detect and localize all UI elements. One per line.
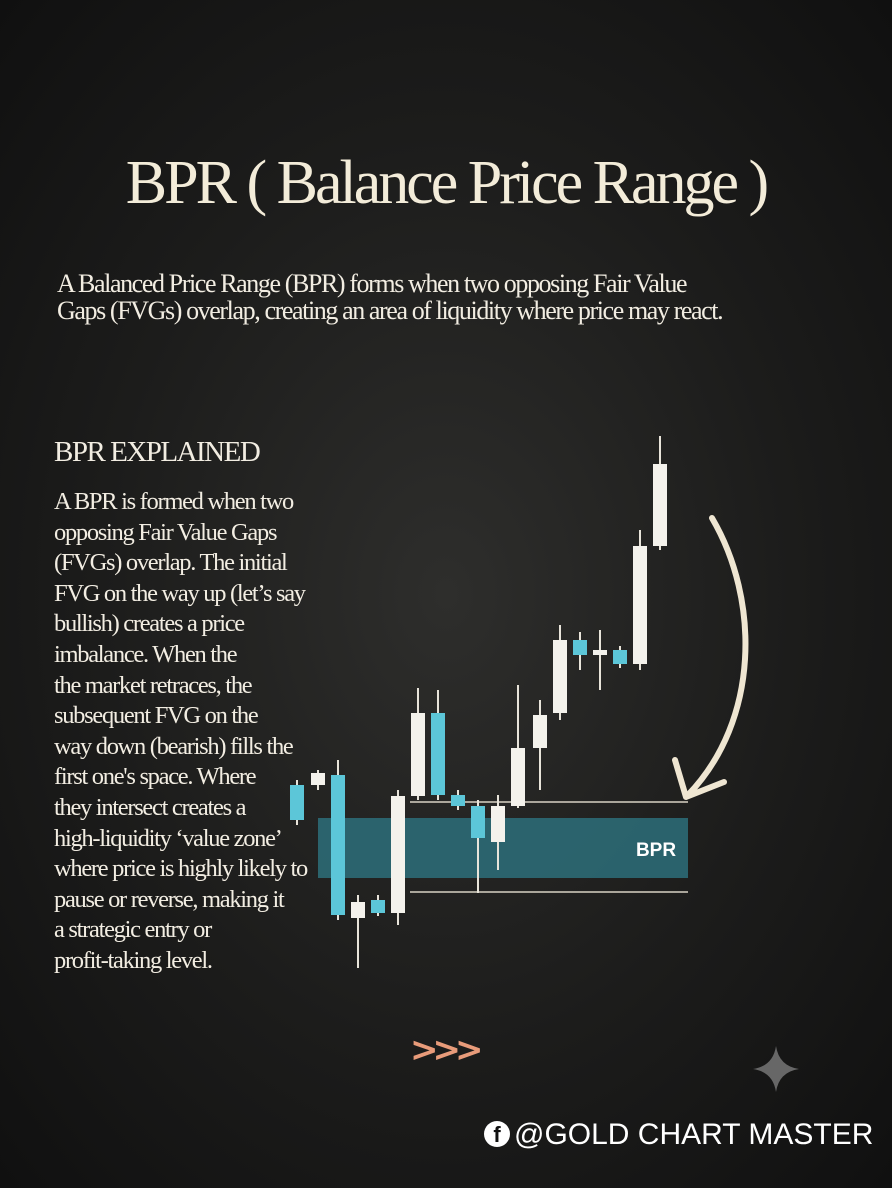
text-line: a strategic entry or [54, 916, 212, 944]
next-arrows: >>> [410, 1030, 484, 1070]
credit: f @GOLD CHART MASTER [484, 1118, 873, 1152]
section-heading: BPR EXPLAINED [54, 436, 261, 468]
candle-body [431, 713, 445, 795]
text-line: the market retraces, the [54, 671, 253, 699]
text-line: way down (bearish) fills the [54, 732, 294, 760]
candle-body [533, 715, 547, 748]
text-line: A BPR is formed when two [54, 488, 294, 515]
intro: A Balanced Price Range (BPR) forms when … [57, 269, 724, 325]
text-line: they intersect creates a [54, 793, 247, 821]
text-line: opposing Fair Value Gaps [54, 518, 277, 546]
candle-body [613, 650, 627, 664]
curved-arrow [685, 515, 749, 798]
candle-body [491, 806, 505, 842]
candle-body [471, 806, 485, 838]
candle-body [391, 796, 405, 913]
section-body: A BPR is formed when two opposing Fair Va… [54, 487, 308, 977]
candle-body [371, 900, 385, 913]
text-line: subsequent FVG on the [54, 702, 259, 730]
text-line: first one's space. Where [54, 763, 257, 791]
text-line: (FVGs) overlap. The initial [54, 549, 288, 577]
text-line: high-liquidity ‘value zone’ [54, 824, 283, 852]
text-line: A Balanced Price Range (BPR) forms when … [57, 269, 688, 298]
candle-body [511, 748, 525, 806]
candle-body [290, 785, 304, 820]
text-line: Gaps (FVGs) overlap, creating an area of… [57, 296, 724, 325]
text-line: imbalance. When the [54, 640, 238, 668]
text-line: pause or reverse, making it [54, 885, 285, 913]
zone-label: BPR [636, 840, 676, 861]
text-line: where price is highly likely to [54, 855, 308, 883]
candles [290, 436, 667, 968]
arrow-head [672, 757, 727, 800]
candle-body [553, 640, 567, 713]
candle-body [331, 775, 345, 915]
text-line: profit-taking level. [54, 946, 213, 974]
sparkle [753, 1046, 799, 1092]
candle-body [593, 650, 607, 655]
candle-body [653, 464, 667, 546]
candle-body [411, 713, 425, 796]
candle-body [573, 640, 587, 655]
candle-body [633, 546, 647, 664]
facebook-icon: f [484, 1121, 510, 1147]
candle-body [351, 902, 365, 918]
credit-text: @GOLD CHART MASTER [514, 1118, 874, 1151]
text-line: bullish) creates a price [54, 610, 245, 638]
candle-body [451, 795, 465, 806]
title: BPR ( Balance Price Range ) [125, 149, 769, 217]
text-line: FVG on the way up (let’s say [54, 579, 306, 607]
candle-body [311, 773, 325, 785]
